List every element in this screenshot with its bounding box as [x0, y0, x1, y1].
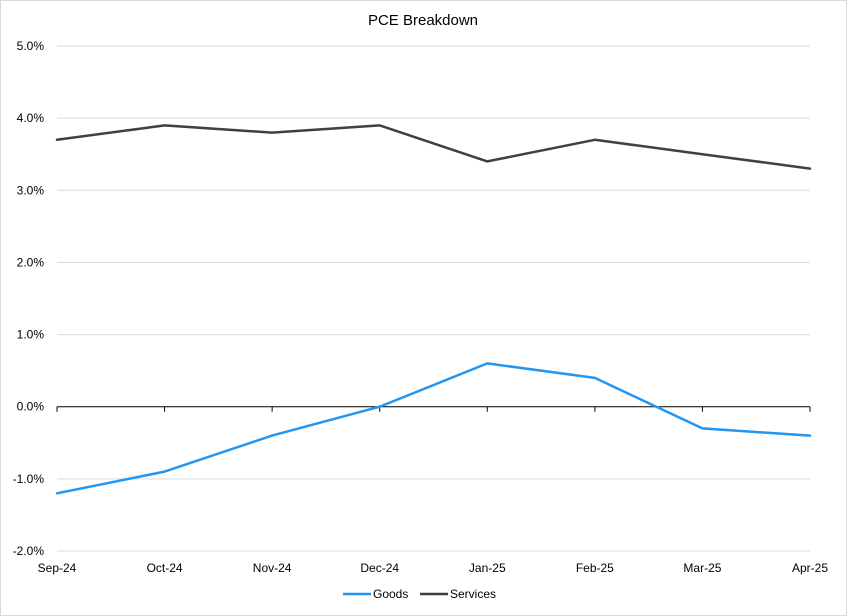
series-lines [55, 124, 812, 495]
y-tick-label: 1.0% [17, 328, 45, 342]
legend-label-goods: Goods [373, 587, 408, 601]
chart-title: PCE Breakdown [368, 12, 478, 29]
x-tick-label: Mar-25 [683, 561, 721, 575]
legend-label-services: Services [450, 587, 496, 601]
y-tick-label: 2.0% [17, 255, 45, 269]
y-tick-label: -2.0% [13, 544, 45, 558]
series-line-goods [55, 362, 812, 495]
y-tick-label: 5.0% [17, 39, 45, 53]
x-tick-label: Feb-25 [576, 561, 614, 575]
y-axis-labels: 5.0% 4.0% 3.0% 2.0% 1.0% 0.0% -1.0% -2.0% [13, 39, 45, 558]
x-tick-label: Nov-24 [253, 561, 292, 575]
y-tick-label: -1.0% [13, 472, 45, 486]
x-axis [56, 406, 811, 412]
x-tick-label: Oct-24 [147, 561, 183, 575]
legend: Goods Services [343, 587, 496, 601]
y-tick-label: 0.0% [17, 400, 45, 414]
y-tick-label: 4.0% [17, 111, 45, 125]
gridlines [57, 45, 810, 552]
x-axis-labels: Sep-24 Oct-24 Nov-24 Dec-24 Jan-25 Feb-25 Mar-… [38, 561, 829, 575]
x-tick-label: Dec-24 [360, 561, 399, 575]
x-tick-label: Sep-24 [38, 561, 77, 575]
x-tick-label: Jan-25 [469, 561, 506, 575]
y-tick-label: 3.0% [17, 183, 45, 197]
series-line-services [55, 124, 812, 170]
x-tick-label: Apr-25 [792, 561, 828, 575]
